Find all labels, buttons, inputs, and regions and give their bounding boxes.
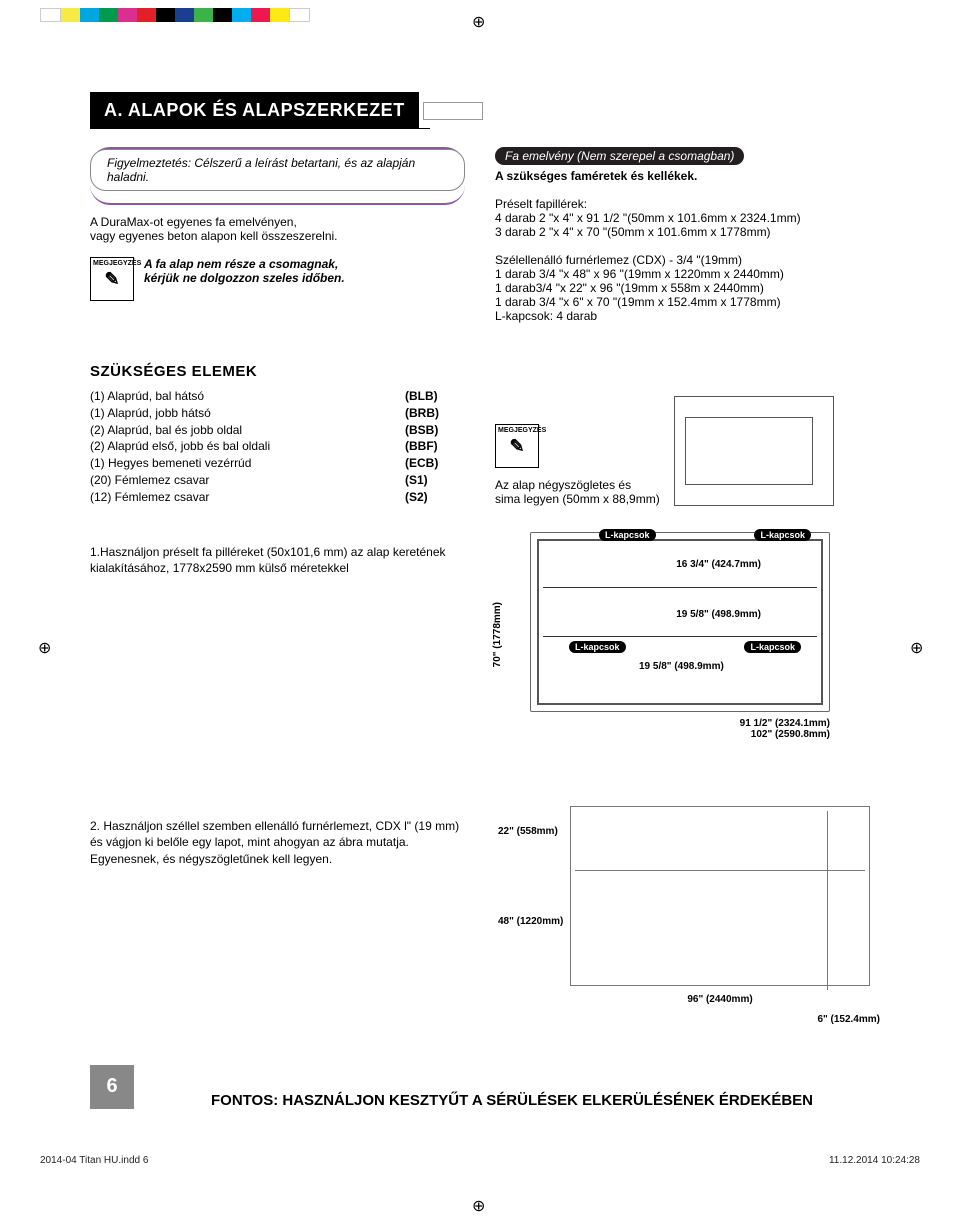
dim-width1-label: 91 1/2" (2324.1mm) <box>530 718 830 729</box>
element-row: (1) Hegyes bemeneti vezérrúd(ECB) <box>90 455 465 472</box>
pillars-list: 4 darab 2 "x 4" x 91 1/2 "(50mm x 101.6m… <box>495 211 870 239</box>
note-icon: MEGJEGYZÉS ✎ <box>495 424 539 468</box>
list-item: 1 darab3/4 "x 22" x 96 "(19mm x 558m x 2… <box>495 281 870 295</box>
note-text: A fa alap nem része a csomagnak, kérjük … <box>144 257 345 285</box>
print-colorbar <box>40 8 310 22</box>
registration-mark-icon: ⊕ <box>472 1196 485 1216</box>
pencil-icon: ✎ <box>93 269 131 290</box>
element-row: (1) Alaprúd, bal hátsó(BLB) <box>90 388 465 405</box>
meta-footer-left: 2014-04 Titan HU.indd 6 <box>40 1155 148 1166</box>
dim-label: 96" (2440mm) <box>570 994 870 1005</box>
elements-list: (1) Alaprúd, bal hátsó(BLB)(1) Alaprúd, … <box>90 388 465 506</box>
diagram-frame-1: L-kapcsok L-kapcsok 16 3/4" (424.7mm) 19… <box>530 532 830 712</box>
intro-text: A DuraMax-ot egyenes fa emelvényen, vagy… <box>90 215 465 243</box>
element-row: (1) Alaprúd, jobb hátsó(BRB) <box>90 405 465 422</box>
decor-box <box>423 102 483 120</box>
panel-note-text: Az alap négyszögletes és sima legyen (50… <box>495 478 660 506</box>
warning-pill: Figyelmeztetés: Célszerű a leírást betar… <box>90 149 465 191</box>
list-item: Szélellenálló furnérlemez (CDX) - 3/4 "(… <box>495 253 870 267</box>
right-subheading: A szükséges faméretek és kellékek. <box>495 169 870 183</box>
dim-label: 6" (152.4mm) <box>817 1014 880 1025</box>
elements-heading: SZÜKSÉGES ELEMEK <box>90 363 465 380</box>
dim-label: 22" (558mm) <box>498 826 558 837</box>
list-item: 1 darab 3/4 "x 48" x 96 "(19mm x 1220mm … <box>495 267 870 281</box>
dim-label: 19 5/8" (498.9mm) <box>639 661 724 672</box>
section-title: A. ALAPOK ÉS ALAPSZERKEZET <box>90 92 419 129</box>
list-item: 3 darab 2 "x 4" x 70 "(50mm x 101.6mm x … <box>495 225 870 239</box>
dim-width2-label: 102" (2590.8mm) <box>530 729 830 740</box>
l-bracket-label: L-kapcsok <box>569 641 626 653</box>
plywood-list: Szélellenálló furnérlemez (CDX) - 3/4 "(… <box>495 253 870 323</box>
meta-footer-right: 11.12.2014 10:24:28 <box>829 1155 920 1166</box>
dim-label: 16 3/4" (424.7mm) <box>676 559 761 570</box>
list-item: 4 darab 2 "x 4" x 91 1/2 "(50mm x 101.6m… <box>495 211 870 225</box>
diagram-frame-2 <box>570 806 870 986</box>
element-row: (2) Alaprúd első, jobb és bal oldali(BBF… <box>90 438 465 455</box>
l-bracket-label: L-kapcsok <box>754 529 811 541</box>
dim-label: 19 5/8" (498.9mm) <box>676 609 761 620</box>
step2-text: 2. Használjon széllel szemben ellenálló … <box>90 818 465 868</box>
page-number: 6 <box>90 1065 134 1109</box>
pencil-icon: ✎ <box>498 436 536 457</box>
step1-text: 1.Használjon préselt fa pilléreket (50x1… <box>90 544 464 578</box>
element-row: (20) Fémlemez csavar(S1) <box>90 472 465 489</box>
list-item: 1 darab 3/4 "x 6" x 70 "(19mm x 152.4mm … <box>495 295 870 309</box>
note-icon: MEGJEGYZÉS ✎ <box>90 257 134 301</box>
l-bracket-label: L-kapcsok <box>744 641 801 653</box>
pillars-heading: Préselt fapillérek: <box>495 197 870 211</box>
dim-height-label: 70" (1778mm) <box>492 602 503 667</box>
l-bracket-label: L-kapcsok <box>599 529 656 541</box>
right-pill: Fa emelvény (Nem szerepel a csomagban) <box>495 147 744 165</box>
dim-label: 48" (1220mm) <box>498 916 563 927</box>
element-row: (2) Alaprúd, bal és jobb oldal(BSB) <box>90 422 465 439</box>
footer-important: FONTOS: HASZNÁLJON KESZTYŰT A SÉRÜLÉSEK … <box>154 1092 870 1109</box>
element-row: (12) Fémlemez csavar(S2) <box>90 489 465 506</box>
list-item: L-kapcsok: 4 darab <box>495 309 870 323</box>
panel-3d-sketch <box>674 396 834 506</box>
